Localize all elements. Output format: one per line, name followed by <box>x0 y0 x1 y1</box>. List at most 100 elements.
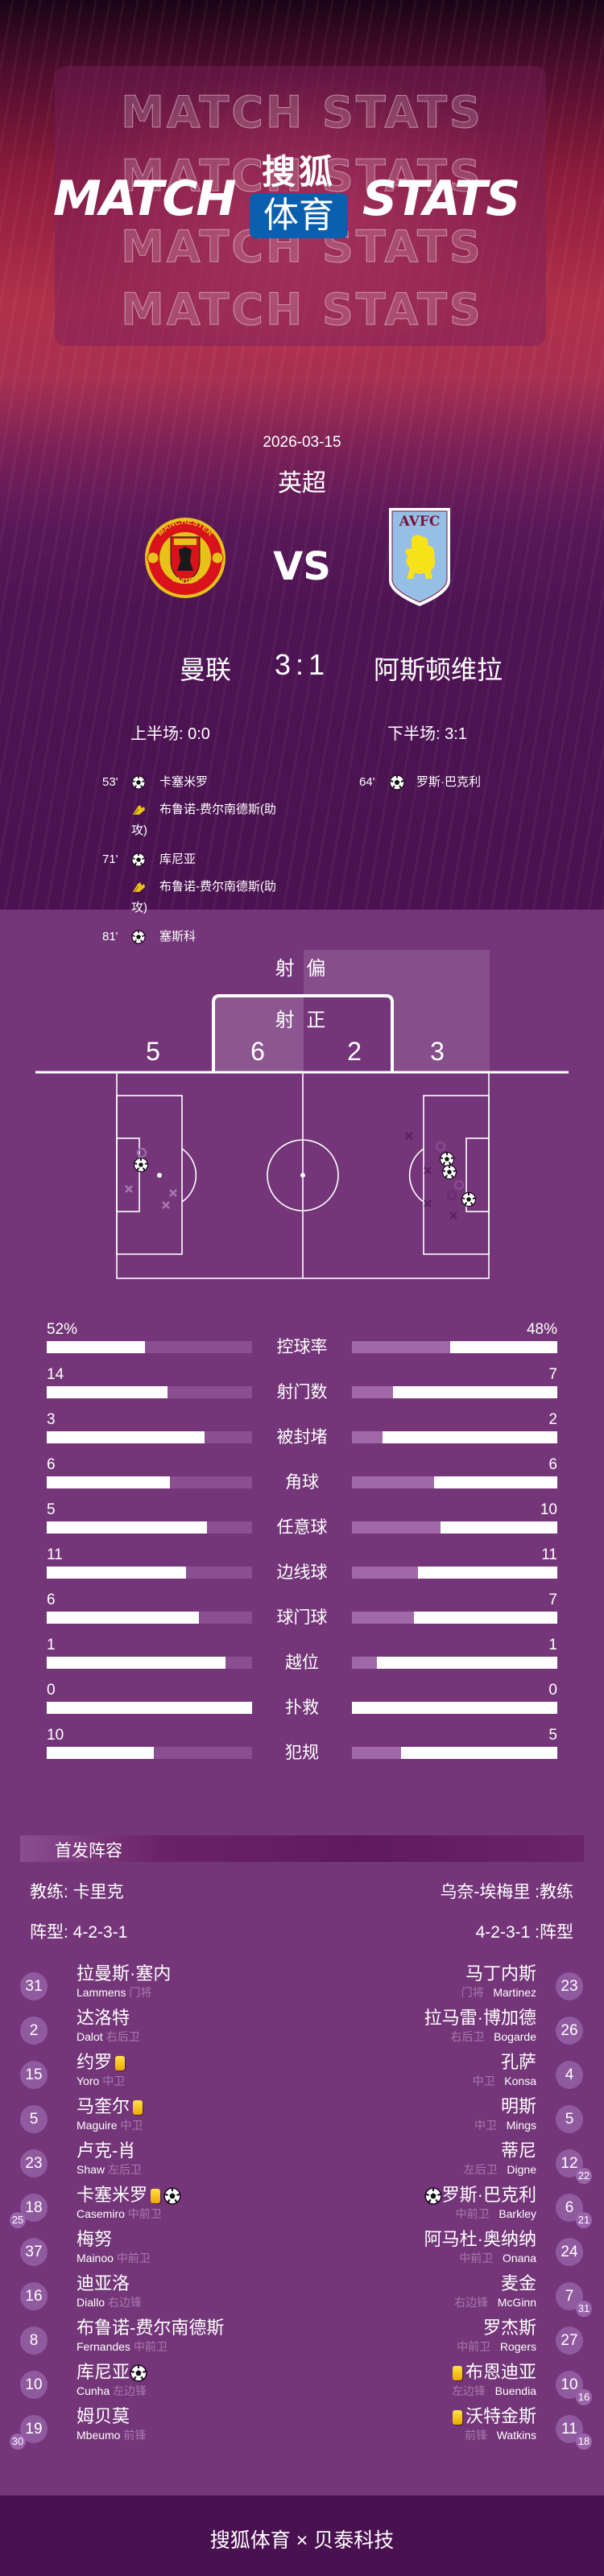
player-row[interactable]: 拉曼斯·塞内 <box>77 1963 171 1984</box>
event-player: 卡塞米罗 <box>159 775 209 789</box>
stat-home-value: 5 <box>47 1501 56 1518</box>
player-english-name: Mbeumo <box>77 2429 121 2442</box>
player-row[interactable]: 沃特金斯 <box>449 2406 536 2427</box>
assist-icon-wrap <box>131 879 146 895</box>
player-row[interactable]: 梅努 <box>77 2229 112 2250</box>
event-player: 库尼亚 <box>159 852 197 866</box>
shot-off-target-marker <box>162 1201 170 1209</box>
player-position: 右边锋 <box>454 2296 489 2309</box>
stat-home-bar <box>47 1612 252 1624</box>
player-row[interactable]: 蒂尼 <box>501 2140 536 2161</box>
stat-home-value: 11 <box>47 1546 63 1563</box>
stat-home-value: 6 <box>47 1591 56 1608</box>
home-goal-event: 71' <box>102 852 118 868</box>
stat-away-bar-fill <box>352 1702 557 1714</box>
player-meta: 右后卫 Bogarde <box>450 2029 536 2044</box>
stat-home-value: 0 <box>47 1682 56 1699</box>
player-name: 梅努 <box>77 2229 113 2249</box>
player-meta: 左后卫 Digne <box>464 2162 536 2177</box>
stat-away-bar <box>352 1386 557 1398</box>
shot-marker-dot <box>157 1173 162 1178</box>
player-position: 前锋 <box>123 2429 147 2442</box>
shot-off-target-marker <box>424 1166 432 1174</box>
player-row[interactable]: 孔萨 <box>501 2052 536 2073</box>
stat-home-bar-fill <box>47 1386 168 1398</box>
player-english-name: Yoro <box>77 2074 100 2087</box>
player-position: 中前卫 <box>459 2252 494 2264</box>
player-number: 37 <box>20 2238 48 2266</box>
player-name: 马丁内斯 <box>465 1963 536 1984</box>
event-minute: 71' <box>102 852 118 866</box>
goal-ball-icon <box>163 2187 181 2205</box>
goal-ball-icon <box>131 930 146 944</box>
stat-away-value: 6 <box>548 1456 557 1473</box>
player-position: 门将 <box>129 1986 152 1999</box>
player-row[interactable]: 马丁内斯 <box>465 1963 536 1984</box>
player-position: 中前卫 <box>133 2340 168 2353</box>
player-english-name: Dalot <box>77 2030 103 2043</box>
event-player: 塞斯科 <box>159 930 197 943</box>
player-row[interactable]: 约罗 <box>77 2052 128 2073</box>
substitute-number: 22 <box>576 2168 592 2184</box>
stat-label: 被封堵 <box>276 1428 328 1447</box>
lineup-header-bar: 首发阵容 <box>20 1835 584 1862</box>
player-row[interactable]: 布恩迪亚 <box>449 2362 536 2383</box>
home-on-target-count: 6 <box>250 1037 265 1066</box>
player-english-name: Maguire <box>77 2119 118 2132</box>
player-row[interactable]: 阿马杜·奥纳纳 <box>424 2229 536 2250</box>
player-position: 左后卫 <box>107 2163 142 2176</box>
player-row[interactable]: 麦金 <box>501 2273 536 2294</box>
player-row[interactable]: 明斯 <box>501 2096 536 2117</box>
event-minute: 81' <box>102 930 118 943</box>
player-english-name: Bogarde <box>494 2030 536 2043</box>
stat-away-bar <box>352 1657 557 1669</box>
player-number: 11 <box>556 2415 583 2443</box>
off-target-label: 射 偏 <box>275 958 329 980</box>
stat-home-value: 52% <box>47 1321 78 1338</box>
stat-away-bar-fill <box>440 1521 557 1534</box>
player-number: 10 <box>20 2371 48 2399</box>
event-player: 罗斯·巴克利 <box>416 775 481 789</box>
player-number: 26 <box>556 2017 583 2045</box>
player-row[interactable]: 布鲁诺-费尔南德斯 <box>77 2318 224 2339</box>
player-row[interactable]: 拉马雷·博加德 <box>424 2008 536 2029</box>
player-name: 姆贝莫 <box>77 2406 130 2426</box>
event-icon-wrap <box>389 774 405 791</box>
player-meta: Fernandes 中前卫 <box>77 2339 168 2354</box>
event-assist-wrap: 攻) <box>131 901 147 914</box>
stat-home-bar-fill <box>47 1612 199 1624</box>
watermark-text: MATCH STATS <box>121 151 483 202</box>
player-row[interactable]: 马奎尔 <box>77 2096 146 2117</box>
shot-goal-marker <box>439 1151 455 1167</box>
stat-away-bar-fill <box>450 1341 557 1353</box>
player-name: 蒂尼 <box>500 2140 536 2161</box>
sports-logo-box: 体育 <box>250 193 348 238</box>
player-position: 中前卫 <box>455 2207 490 2220</box>
player-row[interactable]: 迪亚洛 <box>77 2273 130 2294</box>
stat-away-value: 5 <box>548 1727 557 1744</box>
hero-banner <box>0 0 604 910</box>
player-row[interactable]: 卢克-肖 <box>77 2140 135 2161</box>
player-row[interactable]: 达洛特 <box>77 2008 130 2029</box>
player-position: 右后卫 <box>450 2030 485 2043</box>
player-row[interactable]: 卡塞米罗 <box>77 2185 181 2206</box>
player-row[interactable]: 罗杰斯 <box>483 2318 536 2339</box>
player-meta: Mbeumo 前锋 <box>77 2428 146 2442</box>
player-meta: 门将 Martinez <box>461 1985 536 2000</box>
center-spot <box>300 1173 305 1178</box>
player-meta: Yoro 中卫 <box>77 2074 125 2088</box>
player-english-name: Martinez <box>493 1986 536 1999</box>
player-row[interactable]: 罗斯·巴克利 <box>424 2185 536 2206</box>
vs-label: VS <box>273 544 331 589</box>
player-row[interactable]: 姆贝莫 <box>77 2406 130 2427</box>
stat-away-value: 7 <box>548 1366 557 1383</box>
yellow-card-icon <box>452 2366 462 2381</box>
player-name: 迪亚洛 <box>77 2273 130 2293</box>
final-score: 3:1 <box>274 648 330 681</box>
stat-away-bar-fill <box>393 1386 557 1398</box>
player-number: 2 <box>20 2017 48 2045</box>
assist-boot-icon <box>133 882 145 893</box>
home-on-target-area <box>213 996 304 1072</box>
league-name: 英超 <box>278 470 326 497</box>
player-row[interactable]: 库尼亚 <box>77 2362 147 2383</box>
